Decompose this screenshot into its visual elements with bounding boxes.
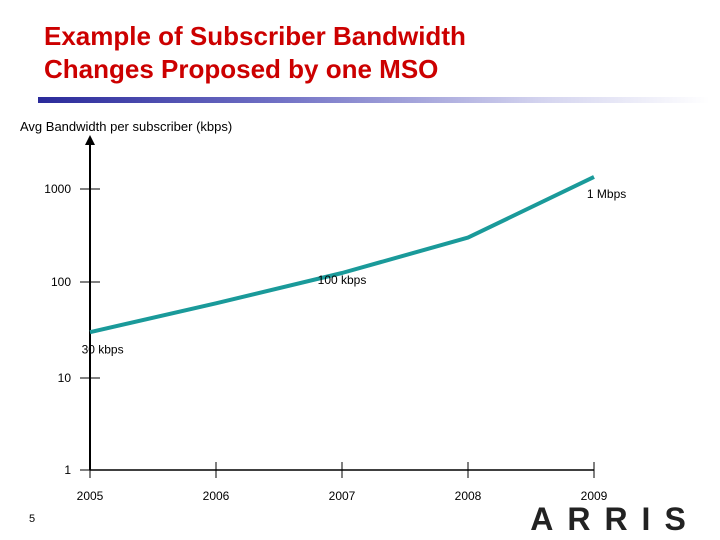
y-axis-label: Avg Bandwidth per subscriber (kbps) [20, 119, 233, 134]
svg-text:ARRIS: ARRIS [530, 501, 700, 536]
x-tick-label: 2006 [203, 489, 230, 503]
slide-title: Example of Subscriber Bandwidth Changes … [44, 20, 466, 86]
y-tick-label: 100 [51, 275, 71, 289]
y-axis-arrowhead [85, 135, 95, 145]
y-tick-label: 10 [58, 371, 72, 385]
slide-title-line-2: Changes Proposed by one MSO [44, 54, 439, 84]
x-tick-label: 2009 [581, 489, 608, 503]
arris-logo: ARRIS [530, 501, 700, 536]
title-underline-bar [38, 97, 710, 103]
data-annotation: 1 Mbps [587, 187, 626, 201]
data-annotation: 30 kbps [82, 342, 124, 356]
series-line [89, 175, 595, 335]
slide-title-line-1: Example of Subscriber Bandwidth [44, 21, 466, 51]
data-annotation: 100 kbps [318, 273, 367, 287]
y-tick-label: 1 [64, 463, 71, 477]
x-tick-label: 2005 [77, 489, 104, 503]
y-tick-label: 1000 [44, 182, 71, 196]
x-tick-label: 2007 [329, 489, 356, 503]
x-tick-label: 2008 [455, 489, 482, 503]
page-number: 5 [29, 513, 36, 525]
